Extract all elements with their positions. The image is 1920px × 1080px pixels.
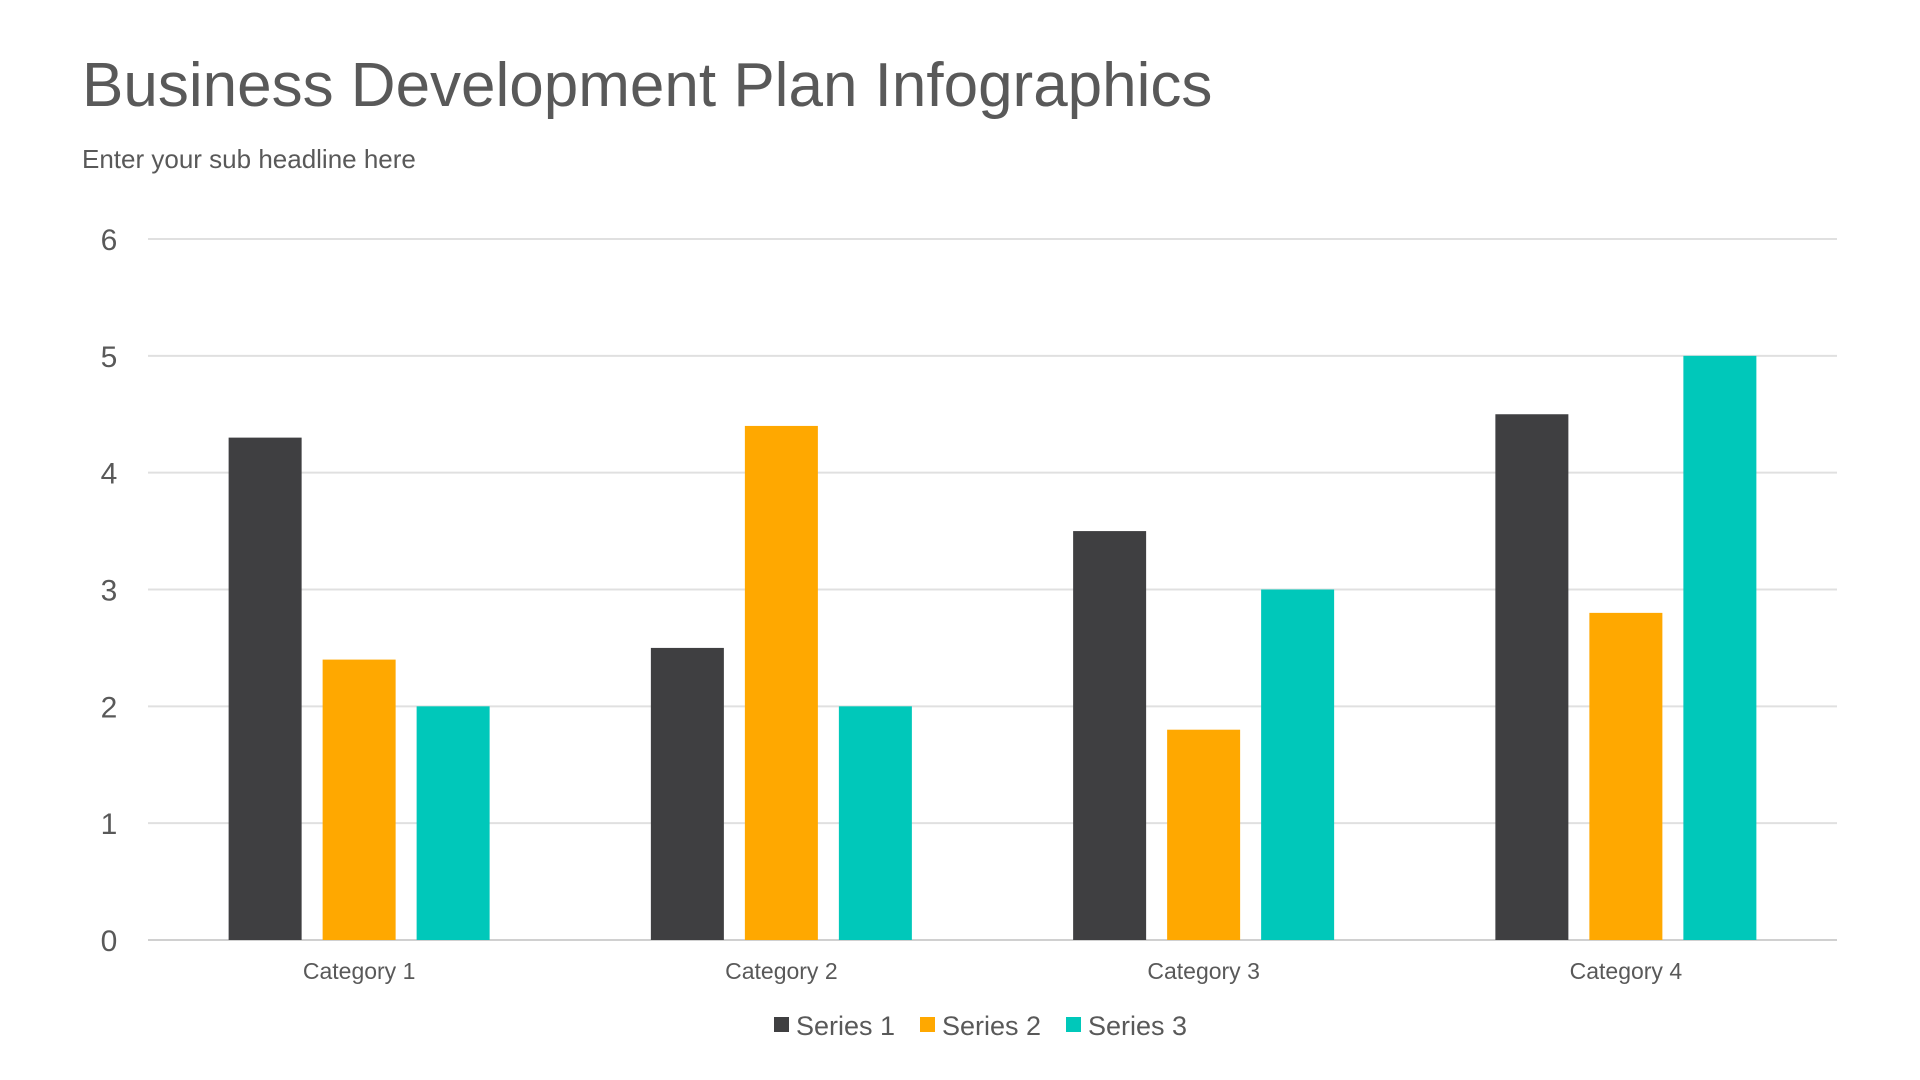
y-tick-label: 0	[101, 925, 118, 958]
bar-2-1	[322, 659, 396, 940]
bar-3-2	[838, 706, 912, 940]
x-tick-label: Category 4	[1570, 958, 1683, 984]
bar-2-4	[1589, 612, 1663, 940]
legend-label-1: Series 1	[796, 1011, 895, 1041]
x-tick-label: Category 2	[725, 958, 838, 984]
legend-swatch-1	[774, 1017, 789, 1032]
bar-3-1	[416, 706, 490, 940]
y-tick-label: 5	[101, 341, 118, 374]
page-subtitle: Enter your sub headline here	[82, 144, 416, 174]
legend-label-2: Series 2	[942, 1011, 1041, 1041]
y-tick-label: 4	[101, 458, 118, 491]
x-tick-label: Category 1	[303, 958, 416, 984]
page-title: Business Development Plan Infographics	[82, 51, 1213, 120]
bar-3-3	[1261, 589, 1335, 940]
bar-2-2	[744, 425, 818, 940]
bar-3-4	[1683, 355, 1757, 940]
legend-label-3: Series 3	[1088, 1011, 1187, 1041]
bar-2-3	[1167, 729, 1241, 940]
y-tick-label: 1	[101, 808, 118, 841]
y-tick-label: 6	[101, 224, 118, 257]
y-tick-label: 2	[101, 691, 118, 724]
bar-1-1	[228, 437, 302, 940]
legend-swatch-2	[920, 1017, 935, 1032]
bar-1-2	[650, 647, 724, 940]
x-tick-label: Category 3	[1147, 958, 1260, 984]
legend-swatch-3	[1066, 1017, 1081, 1032]
y-tick-label: 3	[101, 575, 118, 608]
bar-1-3	[1073, 531, 1147, 940]
bar-1-4	[1495, 414, 1569, 940]
